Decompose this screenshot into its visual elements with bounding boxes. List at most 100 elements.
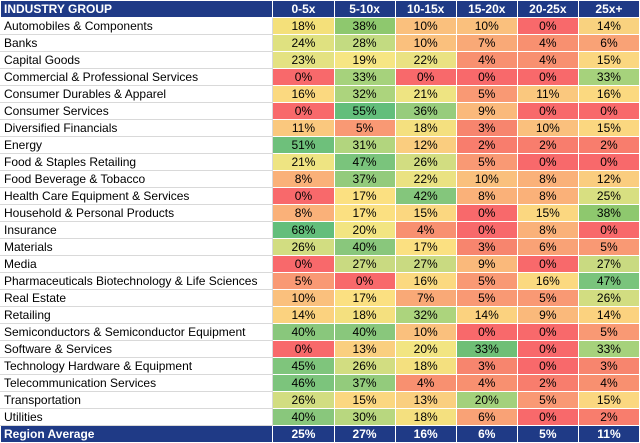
table-body: Automobiles & Components 18% 38% 10% 10% 0% 14…	[0, 17, 640, 426]
heatmap-cell: 22%	[394, 51, 457, 69]
heatmap-cell: 2%	[577, 136, 640, 154]
heatmap-cell: 4%	[516, 51, 579, 69]
industry-name: Transportation	[0, 391, 274, 409]
heatmap-cell: 4%	[455, 51, 518, 69]
heatmap-cell: 36%	[394, 102, 457, 120]
heatmap-cell: 23%	[272, 51, 335, 69]
industry-name: Diversified Financials	[0, 119, 274, 137]
heatmap-cell: 14%	[577, 306, 640, 324]
heatmap-cell: 32%	[333, 85, 396, 103]
heatmap-cell: 7%	[394, 289, 457, 307]
region-average-label: Region Average	[0, 425, 274, 443]
heatmap-cell: 2%	[516, 136, 579, 154]
industry-name: Banks	[0, 34, 274, 52]
heatmap-cell: 11%	[516, 85, 579, 103]
heatmap-cell: 5%	[455, 272, 518, 290]
header-col-15-20x: 15-20x	[455, 0, 518, 18]
industry-name: Utilities	[0, 408, 274, 426]
heatmap-cell: 17%	[333, 187, 396, 205]
heatmap-cell: 5%	[455, 153, 518, 171]
industry-name: Media	[0, 255, 274, 273]
heatmap-cell: 2%	[516, 374, 579, 392]
industry-name: Consumer Durables & Apparel	[0, 85, 274, 103]
industry-name: Health Care Equipment & Services	[0, 187, 274, 205]
heatmap-cell: 3%	[455, 357, 518, 375]
heatmap-cell: 37%	[333, 374, 396, 392]
heatmap-cell: 20%	[394, 340, 457, 358]
table-row: Materials 26% 40% 17% 3% 6% 5%	[0, 238, 640, 256]
heatmap-cell: 30%	[333, 408, 396, 426]
industry-name: Food Beverage & Tobacco	[0, 170, 274, 188]
heatmap-cell: 12%	[394, 136, 457, 154]
table-row: Transportation 26% 15% 13% 20% 5% 15%	[0, 391, 640, 409]
heatmap-cell: 33%	[333, 68, 396, 86]
heatmap-cell: 0%	[516, 340, 579, 358]
heatmap-cell: 15%	[333, 391, 396, 409]
heatmap-cell: 15%	[577, 119, 640, 137]
heatmap-cell: 10%	[394, 17, 457, 35]
heatmap-cell: 17%	[333, 289, 396, 307]
heatmap-cell: 15%	[394, 204, 457, 222]
table-row: Health Care Equipment & Services 0% 17% 42%…	[0, 187, 640, 205]
heatmap-cell: 40%	[272, 323, 335, 341]
heatmap-cell: 0%	[272, 68, 335, 86]
heatmap-cell: 26%	[272, 238, 335, 256]
table-row: Utilities 40% 30% 18% 6% 0% 2%	[0, 408, 640, 426]
table-row: Media 0% 27% 27% 9% 0% 27%	[0, 255, 640, 273]
region-average-cell: 25%	[272, 425, 335, 443]
heatmap-cell: 40%	[272, 408, 335, 426]
heatmap-cell: 33%	[455, 340, 518, 358]
header-col-25x-plus: 25x+	[577, 0, 640, 18]
heatmap-cell: 27%	[333, 255, 396, 273]
heatmap-cell: 5%	[516, 391, 579, 409]
header-col-5-10x: 5-10x	[333, 0, 396, 18]
heatmap-cell: 0%	[577, 153, 640, 171]
industry-name: Pharmaceuticals Biotechnology & Life Sci…	[0, 272, 274, 290]
heatmap-cell: 51%	[272, 136, 335, 154]
heatmap-cell: 6%	[516, 238, 579, 256]
heatmap-cell: 8%	[272, 204, 335, 222]
heatmap-cell: 18%	[272, 17, 335, 35]
heatmap-cell: 5%	[516, 289, 579, 307]
region-average-cell: 6%	[455, 425, 518, 443]
table-row: Automobiles & Components 18% 38% 10% 10% 0% 14…	[0, 17, 640, 35]
industry-name: Household & Personal Products	[0, 204, 274, 222]
heatmap-cell: 17%	[333, 204, 396, 222]
heatmap-cell: 12%	[577, 170, 640, 188]
industry-name: Capital Goods	[0, 51, 274, 69]
table-row: Telecommunication Services 46% 37% 4% 4% 2% 4%	[0, 374, 640, 392]
heatmap-cell: 4%	[455, 374, 518, 392]
heatmap-cell: 6%	[455, 408, 518, 426]
heatmap-cell: 0%	[516, 357, 579, 375]
heatmap-cell: 38%	[577, 204, 640, 222]
industry-name: Insurance	[0, 221, 274, 239]
heatmap-cell: 25%	[577, 187, 640, 205]
heatmap-cell: 10%	[455, 170, 518, 188]
heatmap-cell: 5%	[455, 85, 518, 103]
table-row: Semiconductors & Semiconductor Equipment…	[0, 323, 640, 341]
heatmap-cell: 13%	[394, 391, 457, 409]
heatmap-cell: 0%	[577, 102, 640, 120]
heatmap-cell: 20%	[455, 391, 518, 409]
heatmap-cell: 45%	[272, 357, 335, 375]
table-row: Insurance 68% 20% 4% 0% 8% 0%	[0, 221, 640, 239]
table-row: Diversified Financials 11% 5% 18% 3% 10% 15%	[0, 119, 640, 137]
heatmap-cell: 20%	[333, 221, 396, 239]
industry-name: Real Estate	[0, 289, 274, 307]
heatmap-cell: 4%	[577, 374, 640, 392]
heatmap-cell: 16%	[394, 272, 457, 290]
industry-name: Retailing	[0, 306, 274, 324]
heatmap-cell: 5%	[333, 119, 396, 137]
table-row: Pharmaceuticals Biotechnology & Life Sci…	[0, 272, 640, 290]
heatmap-cell: 15%	[577, 51, 640, 69]
heatmap-cell: 4%	[394, 374, 457, 392]
heatmap-cell: 0%	[516, 408, 579, 426]
table-row: Retailing 14% 18% 32% 14% 9% 14%	[0, 306, 640, 324]
heatmap-cell: 0%	[455, 204, 518, 222]
heatmap-cell: 33%	[577, 68, 640, 86]
header-col-0-5x: 0-5x	[272, 0, 335, 18]
heatmap-cell: 5%	[272, 272, 335, 290]
heatmap-cell: 11%	[272, 119, 335, 137]
heatmap-cell: 18%	[394, 357, 457, 375]
heatmap-cell: 18%	[333, 306, 396, 324]
